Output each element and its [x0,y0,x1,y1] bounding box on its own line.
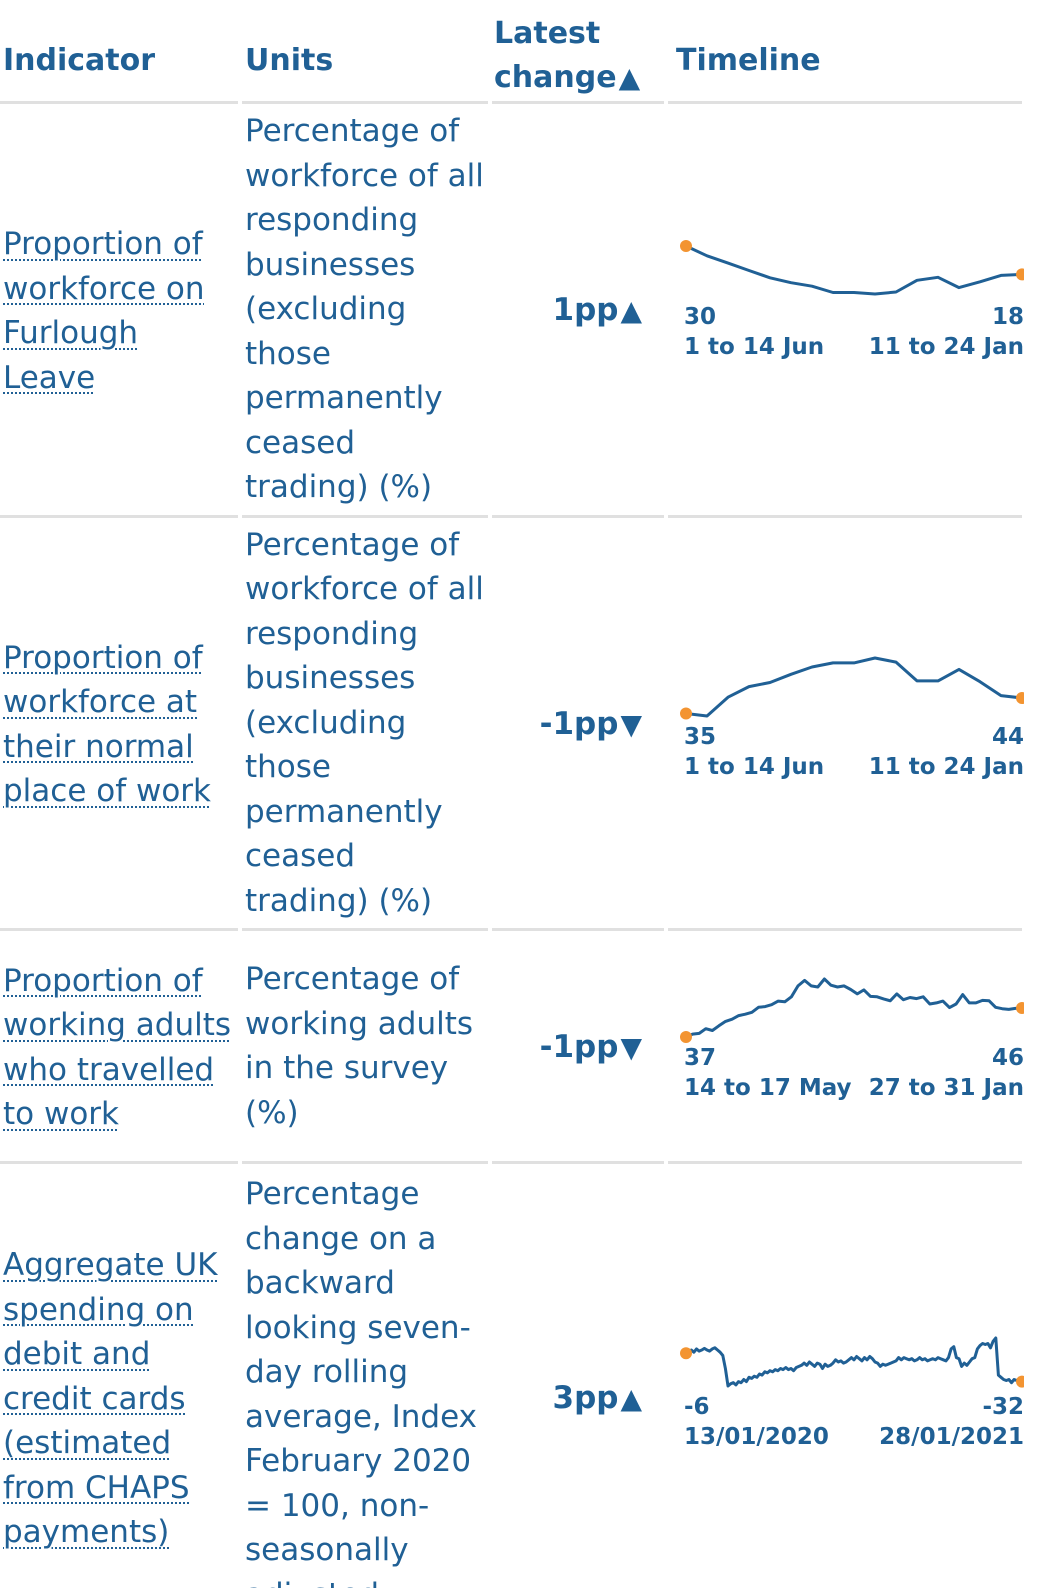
timeline-cell: 30 18 1 to 14 Jun 11 to 24 Jan [668,104,1026,518]
indicator-cell: Proportion of workforce on Furlough Leav… [0,104,242,518]
indicator-cell: Proportion of working adults who travell… [0,931,242,1164]
timeline-last-date: 11 to 24 Jan [868,753,1024,780]
timeline-first-value: -6 [684,1394,710,1420]
sparkline-chart: 35 44 1 to 14 Jun 11 to 24 Jan [676,650,1024,800]
timeline-first-value: 37 [684,1044,717,1071]
table-row: Proportion of workforce on Furlough Leav… [0,104,1026,518]
latest-change-cell: 3pp▲ [492,1164,668,1588]
sparkline-svg [680,1336,1024,1388]
sparkline-svg [680,240,1024,296]
sparkline-start-marker [680,1347,692,1360]
latest-change-value: -1pp [539,705,619,742]
table-header-row: Indicator Units Latest change▲ Timeline [0,0,1026,104]
timeline-cell: 35 44 1 to 14 Jun 11 to 24 Jan [668,518,1026,931]
change-down-icon: ▼ [620,1030,642,1064]
latest-change-value: -1pp [539,1028,619,1065]
timeline-first-date: 1 to 14 Jun [684,334,825,360]
sparkline-end-marker [1016,268,1024,281]
timeline-first-date: 1 to 14 Jun [684,753,825,780]
latest-change-cell: -1pp▼ [492,518,668,931]
sparkline-end-marker [1016,691,1024,704]
timeline-last-value: 46 [991,1044,1024,1071]
sparkline-line [685,977,1023,1038]
sparkline-end-marker [1016,1001,1024,1014]
sparkline-line [685,656,1023,717]
sort-ascending-icon: ▲ [618,61,641,94]
change-down-icon: ▼ [620,707,642,741]
timeline-first-value: 35 [684,723,717,750]
sparkline-start-marker [680,1030,692,1043]
header-units[interactable]: Units [242,0,492,104]
units-cell: Percentage of workforce of all respondin… [242,518,492,931]
timeline-last-value: 44 [991,723,1024,750]
timeline-cell: -6 -32 13/01/2020 28/01/2021 [668,1164,1026,1588]
sparkline-svg [680,656,1024,720]
timeline-last-date: 27 to 31 Jan [868,1074,1024,1101]
latest-change-cell: 1pp▲ [492,104,668,518]
timeline-last-date: 11 to 24 Jan [868,334,1024,360]
change-up-icon: ▲ [620,294,642,328]
indicator-cell: Aggregate UK spending on debit and credi… [0,1164,242,1588]
indicator-link[interactable]: Proportion of workforce at their normal … [3,639,212,810]
header-latest-change[interactable]: Latest change▲ [492,0,668,104]
sparkline-line [685,244,1023,296]
sparkline-chart: 37 46 14 to 17 May 27 to 31 Jan [676,973,1024,1123]
table-row: Aggregate UK spending on debit and credi… [0,1164,1026,1588]
header-timeline[interactable]: Timeline [668,0,1026,104]
timeline-last-date: 28/01/2021 [879,1424,1024,1450]
latest-change-cell: -1pp▼ [492,931,668,1164]
units-cell: Percentage change on a backward looking … [242,1164,492,1588]
timeline-first-value: 30 [684,304,717,330]
sparkline-line [685,1336,1023,1388]
change-up-icon: ▲ [620,1382,642,1416]
table-row: Proportion of workforce at their normal … [0,518,1026,931]
header-latest-change-label: Latest change [494,16,617,95]
units-cell: Percentage of working adults in the surv… [242,931,492,1164]
sparkline-start-marker [680,240,692,252]
indicator-link[interactable]: Proportion of workforce on Furlough Leav… [3,226,205,396]
timeline-first-date: 14 to 17 May [684,1074,852,1101]
latest-change-value: 3pp [552,1380,619,1417]
timeline-first-date: 13/01/2020 [684,1424,829,1450]
sparkline-chart: 30 18 1 to 14 Jun 11 to 24 Jan [676,236,1024,386]
timeline-cell: 37 46 14 to 17 May 27 to 31 Jan [668,931,1026,1164]
latest-change-value: 1pp [552,292,619,329]
sparkline-end-marker [1016,1375,1024,1388]
indicator-cell: Proportion of workforce at their normal … [0,518,242,931]
units-cell: Percentage of workforce of all respondin… [242,104,492,518]
indicator-link[interactable]: Proportion of working adults who travell… [3,962,232,1133]
header-indicator[interactable]: Indicator [0,0,242,104]
table-row: Proportion of working adults who travell… [0,931,1026,1164]
timeline-last-value: -32 [982,1394,1024,1420]
timeline-last-value: 18 [991,304,1024,330]
indicator-link[interactable]: Aggregate UK spending on debit and credi… [3,1247,218,1551]
sparkline-start-marker [680,707,692,720]
sparkline-svg [680,977,1024,1043]
sparkline-chart: -6 -32 13/01/2020 28/01/2021 [676,1324,1024,1474]
